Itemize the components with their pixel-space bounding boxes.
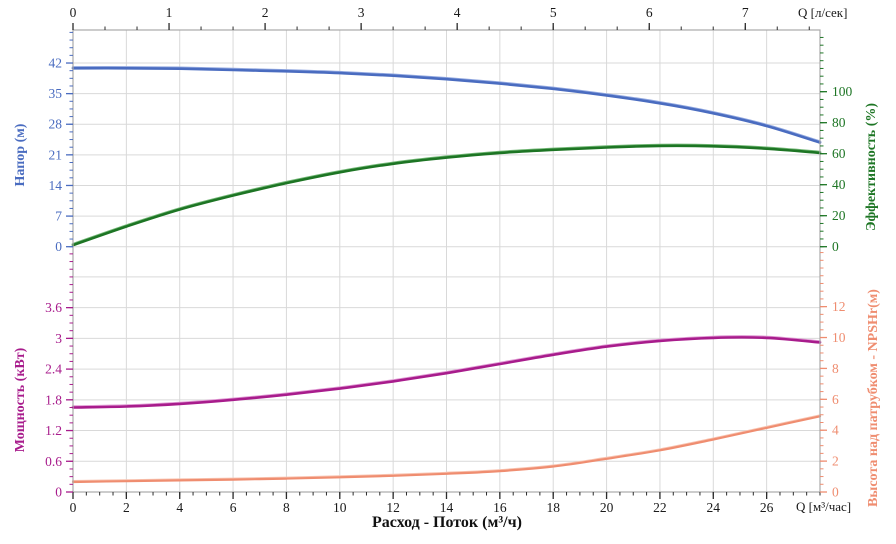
tick-label: 24 [707, 500, 721, 515]
tick-label: 20 [600, 500, 614, 515]
tick-label: 2.4 [45, 362, 62, 377]
tick-label: 2 [123, 500, 130, 515]
tick-label: 60 [832, 146, 846, 161]
tick-label: 1.2 [45, 423, 62, 438]
tick-label: 100 [832, 84, 853, 99]
tick-label: 10 [333, 500, 347, 515]
tick-label: 14 [49, 178, 63, 193]
tick-label: 28 [49, 117, 63, 132]
efficiency-axis-title: Эффективность (%) [864, 102, 879, 232]
tick-label: 3 [55, 331, 62, 346]
tick-label: 6 [832, 392, 839, 407]
tick-label: 12 [832, 299, 846, 314]
tick-label: 35 [49, 86, 63, 101]
tick-label: 40 [832, 177, 846, 192]
tick-label: 8 [832, 361, 839, 376]
tick-label: 5 [550, 5, 557, 20]
tick-label: 0 [55, 485, 62, 500]
tick-label: 7 [55, 209, 62, 224]
gridlines [73, 30, 820, 492]
tick-label: 0 [832, 239, 839, 254]
tick-label: 21 [49, 147, 63, 162]
npsh-axis: 0 2 4 6 8 10 12 [820, 252, 846, 500]
tick-label: 8 [283, 500, 290, 515]
tick-label: 42 [49, 56, 63, 71]
x-axis-title: Расход - Поток (м³/ч) [372, 514, 522, 531]
tick-label: 18 [546, 500, 560, 515]
tick-label: 80 [832, 115, 846, 130]
tick-label: 6 [646, 5, 653, 20]
power-axis-title: Мощность (кВт) [13, 347, 28, 453]
tick-label: 2 [262, 5, 269, 20]
tick-label: 2 [832, 454, 839, 469]
tick-label: 4 [176, 500, 183, 515]
head-axis-title: Напор (м) [13, 123, 28, 187]
x-bottom-axis: 0 2 4 6 8 10 12 14 16 18 20 22 24 26 [70, 492, 821, 515]
tick-label: 4 [832, 423, 839, 438]
tick-label: 0 [70, 5, 77, 20]
tick-label: 7 [742, 5, 749, 20]
tick-label: 20 [832, 208, 846, 223]
tick-label: 1 [166, 5, 173, 20]
tick-label: 10 [832, 330, 846, 345]
npsh-curve [71, 415, 822, 484]
power-axis: 0 0.6 1.2 1.8 2.4 3 3.6 [45, 253, 73, 500]
tick-label: 12 [386, 500, 400, 515]
tick-label: 14 [440, 500, 454, 515]
tick-label: 0 [55, 239, 62, 254]
x-top-axis: 0 1 2 3 4 5 6 7 [70, 5, 810, 30]
tick-label: 26 [760, 500, 774, 515]
curves [71, 66, 822, 484]
tick-label: 3 [358, 5, 365, 20]
efficiency-curve [71, 144, 822, 247]
tick-label: 0 [70, 500, 77, 515]
tick-label: 0.6 [45, 454, 62, 469]
tick-label: 22 [653, 500, 667, 515]
head-curve [71, 66, 822, 144]
npsh-axis-title: Высота над патрубком - NPSHr(м) [866, 289, 881, 507]
power-curve [71, 336, 822, 409]
tick-label: 6 [230, 500, 237, 515]
tick-label: 16 [493, 500, 507, 515]
tick-label: 3.6 [45, 300, 62, 315]
q-m3h-label: Q [м³/час] [796, 499, 852, 514]
tick-label: 4 [454, 5, 461, 20]
head-axis: 0 7 14 21 28 35 42 [49, 31, 73, 254]
q-lsek-label: Q [л/сек] [798, 5, 848, 20]
tick-label: 1.8 [45, 392, 62, 407]
efficiency-axis: 0 20 40 60 80 100 [820, 36, 853, 254]
tick-label: 0 [832, 485, 839, 500]
